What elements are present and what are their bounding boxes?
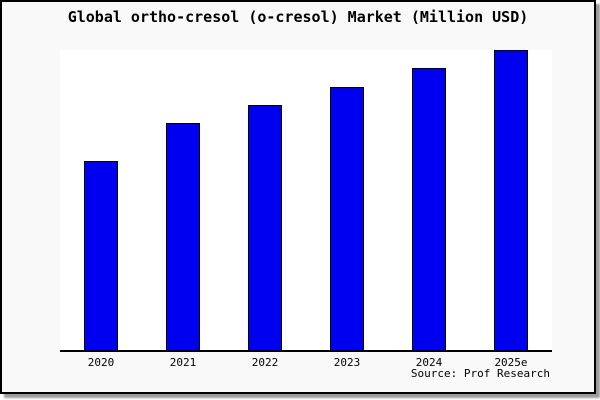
chart-frame: Global ortho-cresol (o-cresol) Market (M… xyxy=(0,0,596,394)
bar-slot-2024 xyxy=(388,50,470,350)
x-tick-label-2021: 2021 xyxy=(169,356,197,369)
bar-slot-2020 xyxy=(60,50,142,350)
bar-slot-2022 xyxy=(224,50,306,350)
x-axis-labels: 2020 2021 2022 2023 2024 2025e xyxy=(60,354,552,369)
source-credit: Source: Prof Research xyxy=(410,367,550,380)
bar-2022 xyxy=(248,105,282,350)
bar-2025e xyxy=(494,50,528,350)
chart-title: Global ortho-cresol (o-cresol) Market (M… xyxy=(67,8,529,26)
bar-2023 xyxy=(330,87,364,350)
x-tick-label-2025e: 2025e xyxy=(494,356,528,369)
bar-2024 xyxy=(412,68,446,350)
x-tick-label-2024: 2024 xyxy=(415,356,443,369)
bar-slot-2025e xyxy=(470,50,552,350)
bars-container xyxy=(60,50,552,350)
x-tick-label-2020: 2020 xyxy=(87,356,115,369)
plot-area xyxy=(60,50,552,352)
bar-slot-2023 xyxy=(306,50,388,350)
bar-2021 xyxy=(166,123,200,350)
x-tick-label-2022: 2022 xyxy=(251,356,279,369)
bar-2020 xyxy=(84,161,118,350)
bar-slot-2021 xyxy=(142,50,224,350)
x-tick-label-2023: 2023 xyxy=(333,356,361,369)
